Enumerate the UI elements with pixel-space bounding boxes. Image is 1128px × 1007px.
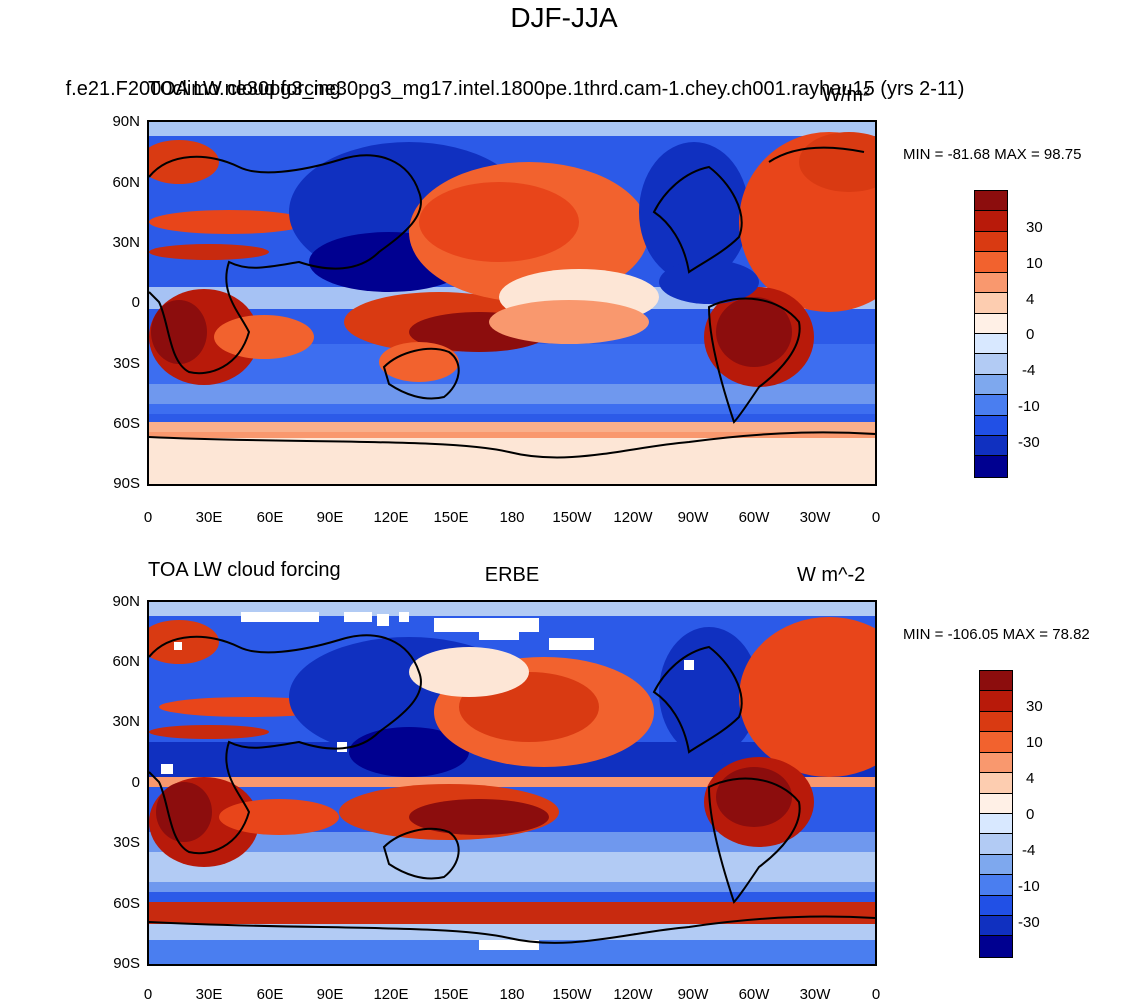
panel1-center-label: f.e21.F2000climo.ne30pg3_ne30pg3_mg17.in…: [65, 78, 965, 100]
panel1-lon-tick: 150E: [433, 509, 469, 526]
panel2-map: [147, 600, 877, 966]
panel2-colorbar-label: -4: [1022, 842, 1036, 859]
panel1-lon-tick: 30W: [799, 509, 831, 526]
colorbar-segment: [975, 191, 1007, 212]
panel2-lat-tick: 90S: [113, 955, 140, 972]
panel1-lon-tick: 60W: [738, 509, 770, 526]
panel2-colorbar-label: -30: [1018, 914, 1040, 931]
colorbar-segment: [975, 252, 1007, 273]
panel2-lat-tick: 30S: [113, 834, 140, 851]
panel1-lat-tick: 30N: [112, 234, 140, 251]
panel1-map: [147, 120, 877, 486]
colorbar-segment: [980, 732, 1012, 753]
panel2-missing-data: [161, 612, 694, 950]
panel2-colorbar-label: -10: [1018, 878, 1040, 895]
panel2-lon-tick: 150W: [552, 986, 592, 1003]
panel2-lon-tick: 0: [143, 986, 153, 1003]
panel2-lon-tick: 30E: [195, 986, 223, 1003]
colorbar-segment: [980, 936, 1012, 957]
panel2-lat-tick: 0: [131, 774, 140, 791]
colorbar-segment: [980, 854, 1012, 876]
panel2-lon-tick: 30W: [799, 986, 831, 1003]
panel1-lon-tick: 120E: [373, 509, 409, 526]
panel2-lat-tick: 60N: [112, 653, 140, 670]
panel1-colorbar-label: 4: [1026, 291, 1035, 308]
panel1-lat-tick: 90N: [112, 113, 140, 130]
colorbar-segment: [980, 916, 1012, 937]
panel1-colorbar-label: -30: [1018, 434, 1040, 451]
panel2-colorbar: [979, 670, 1013, 958]
panel2-lon-tick: 120E: [373, 986, 409, 1003]
panel2-lon-tick: 90W: [677, 986, 709, 1003]
colorbar-segment: [975, 231, 1007, 253]
panel1-lat-tick: 60N: [112, 174, 140, 191]
panel1-colorbar-label: 30: [1026, 219, 1043, 236]
colorbar-segment: [975, 415, 1007, 437]
panel2-lon-tick: 60W: [738, 986, 770, 1003]
panel1-lat-tick: 90S: [113, 475, 140, 492]
panel1-minmax: MIN = -81.68 MAX = 98.75: [903, 146, 1082, 163]
panel2-minmax: MIN = -106.05 MAX = 78.82: [903, 626, 1090, 643]
figure-title: DJF-JJA: [510, 2, 618, 33]
panel2-colorbar-label: 0: [1026, 806, 1035, 823]
colorbar-segment: [975, 211, 1007, 232]
panel2-coastlines: [149, 634, 875, 944]
panel1-lon-tick: 0: [143, 509, 153, 526]
colorbar-segment: [980, 671, 1012, 692]
panel1-lat-tick: 0: [131, 294, 140, 311]
panel2-lon-tick: 60E: [256, 986, 284, 1003]
panel1-lon-tick: 90E: [316, 509, 344, 526]
colorbar-segment: [980, 895, 1012, 917]
panel1-lat-tick: 30S: [113, 355, 140, 372]
panel1-lon-tick: 150W: [552, 509, 592, 526]
colorbar-segment: [975, 395, 1007, 416]
panel2-lon-tick: 150E: [433, 986, 469, 1003]
panel1-lon-tick: 120W: [613, 509, 653, 526]
panel1-lon-tick: 60E: [256, 509, 284, 526]
colorbar-segment: [975, 313, 1007, 334]
colorbar-segment: [980, 773, 1012, 794]
colorbar-segment: [980, 793, 1012, 814]
colorbar-segment: [975, 456, 1007, 477]
panel1-lat-tick: 60S: [113, 415, 140, 432]
panel2-colorbar-label: 4: [1026, 770, 1035, 787]
panel2-lon-tick: 90E: [316, 986, 344, 1003]
panel2-colorbar-label: 30: [1026, 698, 1043, 715]
panel1-lon-tick: 90W: [677, 509, 709, 526]
panel1-lon-tick: 180: [499, 509, 525, 526]
panel2-lon-tick: 0: [871, 986, 881, 1003]
colorbar-segment: [980, 691, 1012, 712]
panel2-lat-tick: 90N: [112, 593, 140, 610]
colorbar-segment: [975, 293, 1007, 314]
colorbar-segment: [975, 272, 1007, 294]
panel1-colorbar: [974, 190, 1008, 478]
panel1-coastlines: [149, 146, 875, 459]
panel1-lon-tick: 0: [871, 509, 881, 526]
panel1-colorbar-label: -4: [1022, 362, 1036, 379]
panel2-left-label: TOA LW cloud forcing: [148, 559, 341, 581]
panel2-lat-tick: 60S: [113, 895, 140, 912]
panel1-lon-tick: 30E: [195, 509, 223, 526]
panel1-colorbar-label: -10: [1018, 398, 1040, 415]
colorbar-segment: [980, 834, 1012, 855]
colorbar-segment: [980, 875, 1012, 896]
panel2-lon-tick: 180: [499, 986, 525, 1003]
colorbar-segment: [975, 374, 1007, 396]
panel1-colorbar-label: 0: [1026, 326, 1035, 343]
colorbar-segment: [980, 711, 1012, 733]
panel2-colorbar-label: 10: [1026, 734, 1043, 751]
colorbar-segment: [975, 436, 1007, 457]
panel2-units-label: W m^-2: [797, 564, 866, 586]
panel2-lat-tick: 30N: [112, 713, 140, 730]
colorbar-segment: [975, 333, 1007, 355]
panel2-center-label: ERBE: [484, 564, 540, 586]
colorbar-segment: [975, 354, 1007, 375]
colorbar-segment: [980, 752, 1012, 774]
panel1-units-label: W/m²: [822, 84, 870, 106]
panel1-left-label: TOA LW cloud forcing: [148, 78, 341, 100]
panel1-colorbar-label: 10: [1026, 255, 1043, 272]
panel2-lon-tick: 120W: [613, 986, 653, 1003]
colorbar-segment: [980, 813, 1012, 835]
